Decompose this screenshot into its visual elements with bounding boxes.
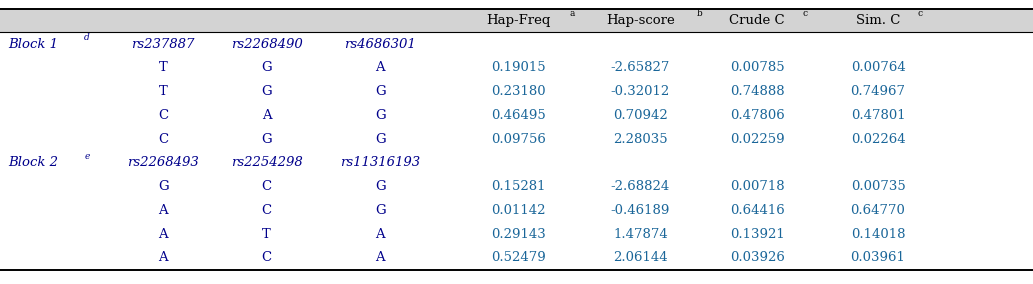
Text: e: e [85,152,90,161]
Text: G: G [375,204,385,217]
Text: rs11316193: rs11316193 [340,156,420,170]
Text: Hap-score: Hap-score [606,14,675,27]
Text: 0.47806: 0.47806 [729,109,785,122]
Text: 0.00718: 0.00718 [730,180,784,193]
Text: A: A [375,228,385,241]
Text: C: C [158,109,168,122]
Text: 0.15281: 0.15281 [492,180,545,193]
Text: c: c [803,9,807,18]
Text: 0.74888: 0.74888 [730,85,784,98]
Text: -2.68824: -2.68824 [611,180,670,193]
Text: 0.13921: 0.13921 [729,228,785,241]
Text: 0.02259: 0.02259 [730,133,784,146]
Text: 2.28035: 2.28035 [614,133,667,146]
Text: C: C [261,204,272,217]
Text: 0.64416: 0.64416 [729,204,785,217]
Text: C: C [261,251,272,264]
Bar [0,9,1033,32]
Text: T: T [159,61,167,74]
Text: Crude Ϲ: Crude Ϲ [729,14,785,27]
Text: G: G [375,109,385,122]
Text: 0.47801: 0.47801 [851,109,905,122]
Text: 0.19015: 0.19015 [492,61,545,74]
Text: G: G [158,180,168,193]
Text: A: A [375,251,385,264]
Text: 0.14018: 0.14018 [851,228,905,241]
Text: G: G [261,85,272,98]
Text: -0.46189: -0.46189 [611,204,670,217]
Text: 0.00764: 0.00764 [850,61,906,74]
Text: rs2254298: rs2254298 [230,156,303,170]
Text: rs4686301: rs4686301 [344,38,416,51]
Text: 0.03926: 0.03926 [729,251,785,264]
Text: 0.52479: 0.52479 [491,251,546,264]
Text: G: G [375,85,385,98]
Text: 0.70942: 0.70942 [613,109,668,122]
Text: Hap-Freq: Hap-Freq [487,14,551,27]
Text: a: a [569,9,574,18]
Text: 2.06144: 2.06144 [614,251,667,264]
Text: 0.01142: 0.01142 [492,204,545,217]
Text: Block 1: Block 1 [8,38,58,51]
Text: c: c [917,9,922,18]
Text: A: A [158,204,168,217]
Text: 0.74967: 0.74967 [850,85,906,98]
Text: T: T [262,228,271,241]
Text: 0.46495: 0.46495 [491,109,546,122]
Text: C: C [158,133,168,146]
Text: 0.29143: 0.29143 [491,228,546,241]
Text: d: d [85,33,90,42]
Text: G: G [261,61,272,74]
Text: 0.00785: 0.00785 [730,61,784,74]
Text: G: G [261,133,272,146]
Text: A: A [158,251,168,264]
Text: 0.03961: 0.03961 [850,251,906,264]
Text: 0.00735: 0.00735 [850,180,906,193]
Text: C: C [261,180,272,193]
Text: G: G [375,180,385,193]
Text: 0.64770: 0.64770 [850,204,906,217]
Text: rs2268490: rs2268490 [230,38,303,51]
Text: G: G [375,133,385,146]
Text: T: T [159,85,167,98]
Text: 1.47874: 1.47874 [613,228,668,241]
Text: -0.32012: -0.32012 [611,85,670,98]
Text: 0.02264: 0.02264 [851,133,905,146]
Text: A: A [375,61,385,74]
Text: Sim. Ϲ: Sim. Ϲ [856,14,900,27]
Text: b: b [697,9,702,18]
Text: 0.09756: 0.09756 [491,133,546,146]
Text: Block 2: Block 2 [8,156,58,170]
Text: A: A [261,109,272,122]
Text: rs237887: rs237887 [131,38,195,51]
Text: 0.23180: 0.23180 [492,85,545,98]
Text: A: A [158,228,168,241]
Text: -2.65827: -2.65827 [611,61,670,74]
Text: rs2268493: rs2268493 [127,156,199,170]
